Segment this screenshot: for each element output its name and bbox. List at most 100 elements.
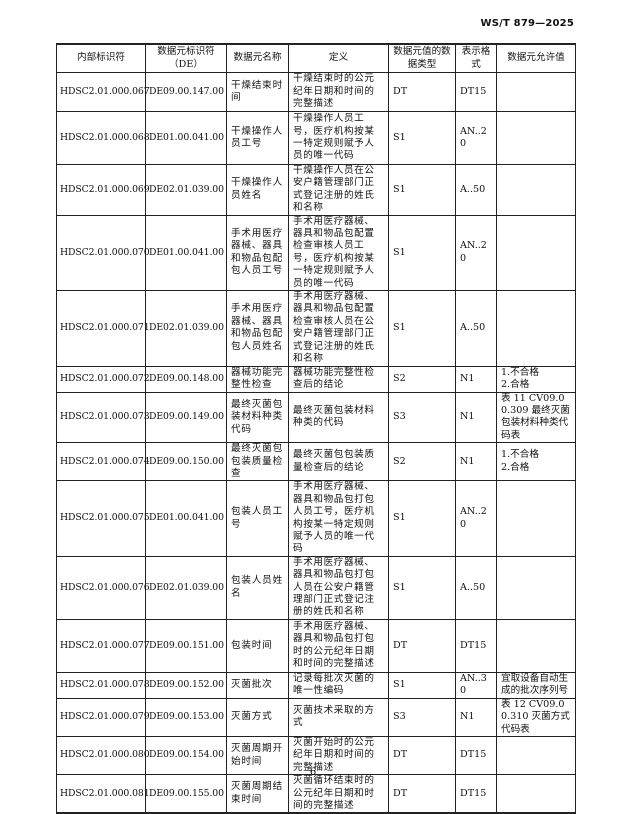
table-row: HDSC2.01.000.077 DE09.00.151.00 包装时间 手术用医疗器… [56,618,576,673]
format-cell: DT15 [455,72,497,112]
name-cell: 手术用医疗器械、器具和物品包配包人员工号 [226,214,289,292]
definition-cell: 干燥操作人员在公安户籍管理部门正式登记注册的姓氏和名称 [288,164,389,216]
internal-id-cell: HDSC2.01.000.068 [56,111,150,165]
header-internal-id: 内部标识符 [56,43,146,73]
name-cell: 包装时间 [226,618,289,673]
format-cell: DT15 [455,736,497,776]
name-cell: 最终灭菌包装材料种类代码 [226,391,289,444]
table-row: HDSC2.01.000.071 DE02.01.039.00 手术用医疗器械、器具… [56,290,576,367]
table-row: HDSC2.01.000.079 DE09.00.153.00 灭菌方式 灭菌技术采取… [56,697,576,738]
definition-cell: 灭菌循环结束时的公元纪年日期和时间的完整描述 [288,774,389,814]
definition-cell: 手术用医疗器械、器具和物品包打包时的公元纪年日期和时间的完整描述 [288,618,389,673]
definition-cell: 手术用医疗器械、器具和物品包打包人员工号，医疗机构按某一特定规则赋予人员的唯一代… [288,480,389,557]
de-id-cell: DE09.00.155.00 [145,774,227,814]
format-cell: DT15 [455,774,497,814]
allowed-values-cell: 1.不合格 2.合格 [496,365,576,393]
de-id-cell: DE09.00.149.00 [145,391,227,444]
allowed-values-cell [496,736,576,776]
name-cell: 干燥操作人员工号 [226,111,289,165]
allowed-values-cell: 宜取设备自动生成的批次序列号 [496,671,576,699]
name-cell: 包装人员姓名 [226,555,289,620]
data-type-cell: S2 [388,365,456,393]
definition-cell: 器械功能完整性检查后的结论 [288,365,389,393]
de-id-cell: DE09.00.147.00 [145,72,227,112]
allowed-values-cell [496,111,576,165]
internal-id-cell: HDSC2.01.000.079 [56,697,150,738]
allowed-values-cell [496,164,576,216]
data-type-cell: DT [388,72,456,112]
internal-id-cell: HDSC2.01.000.070 [56,214,150,292]
definition-cell: 干燥操作人员工号，医疗机构按某一特定规则赋予人员的唯一代码 [288,111,389,165]
name-cell: 灭菌周期开始时间 [226,736,289,776]
table-row: HDSC2.01.000.067 DE09.00.147.00 干燥结束时间 干燥结束… [56,72,576,112]
de-id-cell: DE09.00.152.00 [145,671,227,699]
data-type-cell: S1 [388,671,456,699]
table-row: HDSC2.01.000.069 DE02.01.039.00 干燥操作人员姓名 干燥… [56,164,576,216]
internal-id-cell: HDSC2.01.000.078 [56,671,150,699]
internal-id-cell: HDSC2.01.000.069 [56,164,150,216]
internal-id-cell: HDSC2.01.000.072 [56,365,150,393]
definition-cell: 手术用医疗器械、器具和物品包配置检查审核人员在公安户籍管理部门正式登记注册的姓氏… [288,290,389,367]
table-row: HDSC2.01.000.072 DE09.00.148.00 器械功能完整性检查器… [56,365,576,393]
data-element-table: 内部标识符 数据元标识符 （DE） 数据元名称 定义 数据元值的数据类型 表示格式 数据元允… [56,43,576,814]
name-cell: 手术用医疗器械、器具和物品包配包人员姓名 [226,290,289,367]
page-number: 6 [309,767,317,778]
table-row: HDSC2.01.000.078 DE09.00.152.00 灭菌批次 记录每批次灭… [56,671,576,699]
table-row: HDSC2.01.000.075 DE01.00.041.00 包装人员工号 手术用医… [56,480,576,557]
definition-cell: 干燥结束时的公元纪年日期和时间的完整描述 [288,72,389,112]
allowed-values-cell [496,618,576,673]
header-allowed-values: 数据元允许值 [496,43,576,73]
standard-code: WS/T 879—2025 [480,18,574,29]
data-type-cell: DT [388,774,456,814]
format-cell: N1 [455,442,497,482]
internal-id-cell: HDSC2.01.000.074 [56,442,150,482]
name-cell: 最终灭菌包包装质量检查 [226,442,289,482]
table-row: HDSC2.01.000.080 DE09.00.154.00 灭菌周期开始时间 灭菌… [56,736,576,776]
header-definition: 定义 [288,43,389,73]
table-row: HDSC2.01.000.070 DE01.00.041.00 手术用医疗器械、器具… [56,214,576,292]
header-data-type: 数据元值的数据类型 [388,43,456,73]
allowed-values-cell [496,774,576,814]
data-type-cell: S1 [388,164,456,216]
de-id-cell: DE09.00.153.00 [145,697,227,738]
data-type-cell: S1 [388,111,456,165]
allowed-values-cell [496,555,576,620]
format-cell: AN..30 [455,671,497,699]
de-id-cell: DE01.00.041.00 [145,111,227,165]
de-id-cell: DE02.01.039.00 [145,164,227,216]
header-format: 表示格式 [455,43,497,73]
internal-id-cell: HDSC2.01.000.076 [56,555,150,620]
allowed-values-cell [496,290,576,367]
allowed-values-cell [496,214,576,292]
name-cell: 器械功能完整性检查 [226,365,289,393]
data-type-cell: S1 [388,290,456,367]
data-type-cell: S1 [388,214,456,292]
allowed-values-cell: 表 12 CV09.00.310 灭菌方式代码表 [496,697,576,738]
format-cell: A..50 [455,555,497,620]
header-de-id: 数据元标识符 （DE） [145,43,227,73]
internal-id-cell: HDSC2.01.000.077 [56,618,150,673]
name-cell: 灭菌批次 [226,671,289,699]
format-cell: AN..20 [455,111,497,165]
data-type-cell: S3 [388,697,456,738]
de-id-cell: DE01.00.041.00 [145,214,227,292]
name-cell: 灭菌周期结束时间 [226,774,289,814]
definition-cell: 灭菌开始时的公元纪年日期和时间的完整描述 [288,736,389,776]
data-type-cell: S3 [388,391,456,444]
name-cell: 干燥结束时间 [226,72,289,112]
de-id-cell: DE09.00.150.00 [145,442,227,482]
definition-cell: 记录每批次灭菌的唯一性编码 [288,671,389,699]
table-row: HDSC2.01.000.074 DE09.00.150.00 最终灭菌包包装质量检… [56,442,576,482]
data-type-cell: S2 [388,442,456,482]
definition-cell: 灭菌技术采取的方式 [288,697,389,738]
table-row: HDSC2.01.000.081 DE09.00.155.00 灭菌周期结束时间 灭菌… [56,774,576,814]
format-cell: A..50 [455,164,497,216]
header-name: 数据元名称 [226,43,289,73]
table-row: HDSC2.01.000.068 DE01.00.041.00 干燥操作人员工号 干燥… [56,111,576,165]
name-cell: 干燥操作人员姓名 [226,164,289,216]
format-cell: N1 [455,391,497,444]
definition-cell: 最终灭菌包装材料种类的代码 [288,391,389,444]
de-id-cell: DE09.00.151.00 [145,618,227,673]
data-type-cell: DT [388,618,456,673]
allowed-values-cell: 1.不合格 2.合格 [496,442,576,482]
